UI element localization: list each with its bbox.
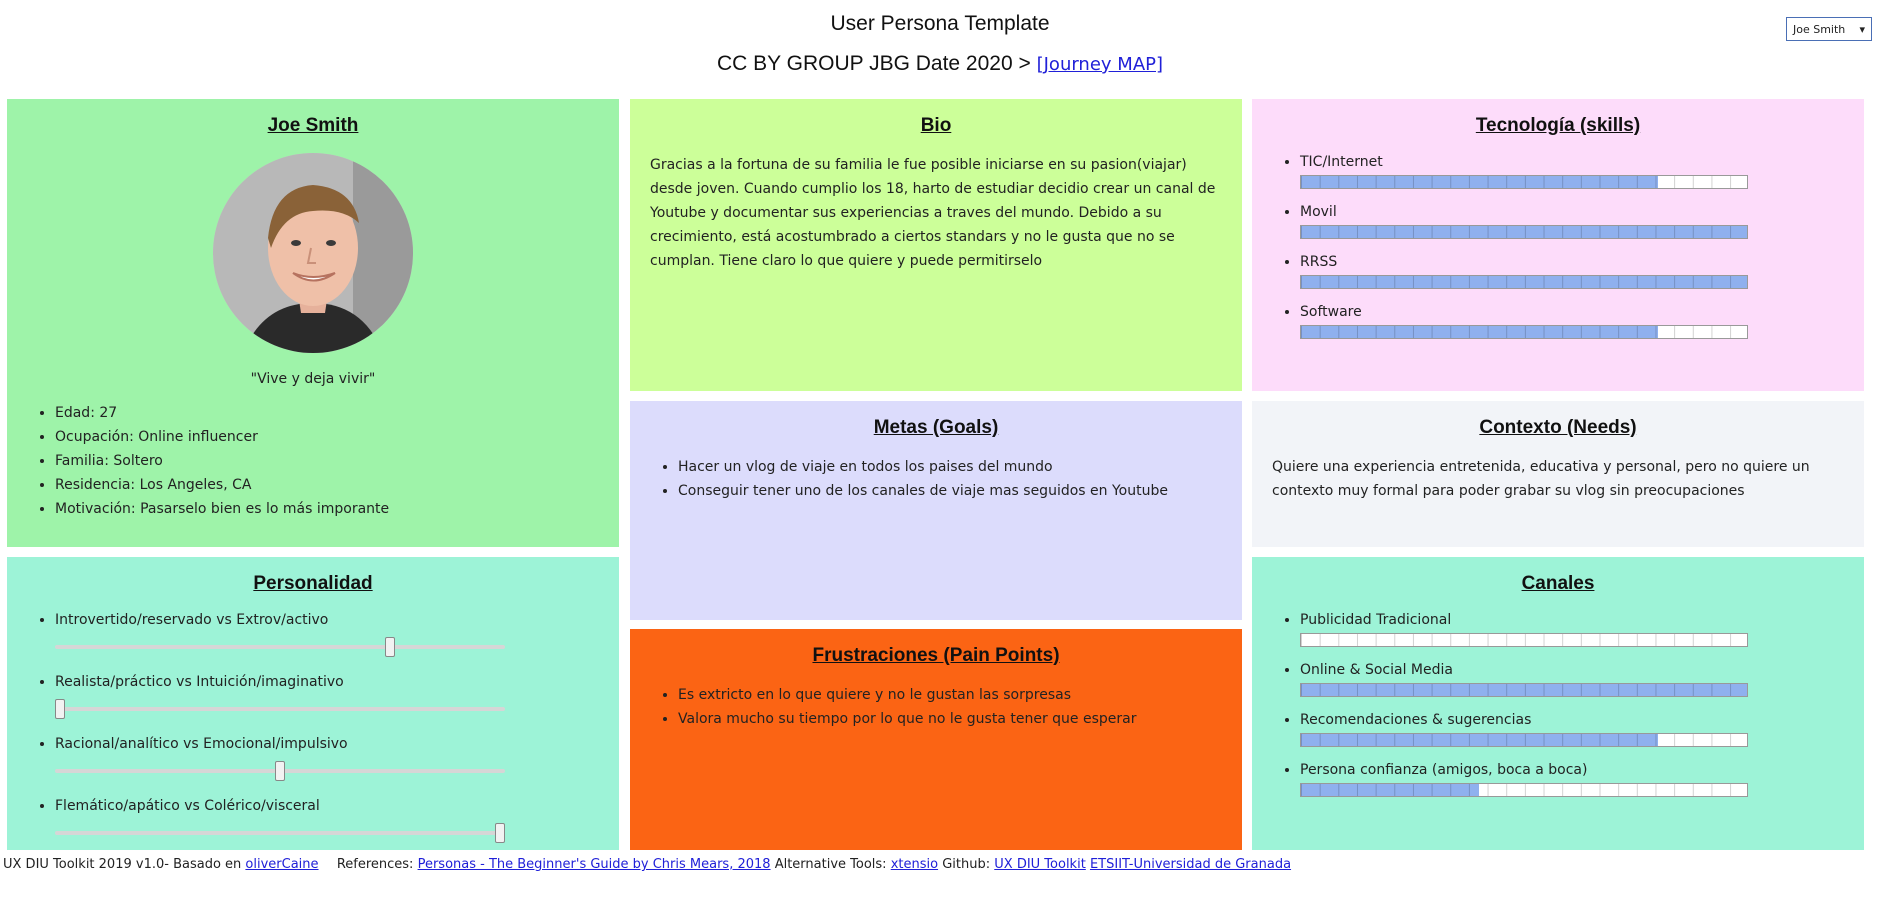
channel-item: Recomendaciones & sugerencias [1300, 711, 1844, 747]
trait-label: Realista/práctico vs Intuición/imaginati… [55, 674, 344, 690]
list-item: Edad: 27 [55, 401, 599, 425]
trait-slider[interactable] [55, 823, 505, 843]
frustrations-list: Es extricto en lo que quiere y no le gus… [650, 683, 1222, 731]
list-item: Motivación: Pasarselo bien es lo más imp… [55, 497, 599, 521]
channel-label: Online & Social Media [1300, 662, 1453, 678]
technology-title: Tecnología (skills) [1475, 115, 1641, 136]
context-text: Quiere una experiencia entretenida, educ… [1272, 459, 1810, 499]
list-item: Residencia: Los Angeles, CA [55, 473, 599, 497]
avatar [213, 153, 413, 353]
personality-list: Introvertido/reservado vs Extrov/activo … [27, 611, 599, 843]
olivercaine-link[interactable]: oliverCaine [245, 857, 319, 872]
footer-alt-tools-label: Alternative Tools: [774, 857, 887, 872]
list-item: Familia: Soltero [55, 449, 599, 473]
bio-title: Bio [920, 115, 952, 136]
channel-bar [1300, 633, 1748, 647]
slider-thumb[interactable] [495, 823, 505, 843]
bio-text: Gracias a la fortuna de su familia le fu… [650, 157, 1216, 269]
footer-references-label: References: [336, 857, 414, 872]
list-item: Conseguir tener uno de los canales de vi… [678, 479, 1222, 503]
channel-label: Recomendaciones & sugerencias [1300, 712, 1532, 728]
skill-item: Software [1300, 303, 1844, 339]
chevron-down-icon: ▾ [1859, 22, 1865, 36]
persona-select-value: Joe Smith [1793, 22, 1846, 36]
channel-label: Publicidad Tradicional [1300, 612, 1452, 628]
persona-panel: Joe Smith "Vive y deja vivir" Edad: 27 O… [7, 99, 619, 547]
persona-select[interactable]: Joe Smith ▾ [1786, 17, 1872, 41]
footer-github-label: Github: [942, 857, 991, 872]
trait-item: Realista/práctico vs Intuición/imaginati… [55, 673, 599, 719]
footer-toolkit: UX DIU Toolkit 2019 v1.0- Basado en [3, 857, 242, 872]
skill-label: Software [1300, 304, 1362, 320]
skill-bar [1300, 225, 1748, 239]
personality-title: Personalidad [253, 573, 373, 594]
trait-label: Racional/analítico vs Emocional/impulsiv… [55, 736, 348, 752]
goals-title: Metas (Goals) [873, 417, 999, 438]
trait-slider[interactable] [55, 761, 505, 781]
page-header: User Persona Template CC BY GROUP JBG Da… [0, 0, 1880, 95]
personality-panel: Personalidad Introvertido/reservado vs E… [7, 557, 619, 850]
page-footer: UX DIU Toolkit 2019 v1.0- Basado en oliv… [3, 857, 1291, 872]
technology-panel: Tecnología (skills) TIC/Internet Movil R… [1252, 99, 1864, 391]
channels-title: Canales [1521, 573, 1595, 594]
references-link[interactable]: Personas - The Beginner's Guide by Chris… [417, 857, 771, 872]
trait-item: Flemático/apático vs Colérico/visceral [55, 797, 599, 843]
persona-name: Joe Smith [267, 115, 359, 136]
journey-map-link[interactable]: [Journey MAP] [1036, 54, 1164, 75]
skill-item: RRSS [1300, 253, 1844, 289]
github-link[interactable]: UX DIU Toolkit [994, 857, 1086, 872]
etsiit-link[interactable]: ETSIIT-Universidad de Granada [1089, 857, 1292, 872]
subtitle-prefix: CC BY GROUP JBG Date 2020 > [716, 52, 1031, 75]
frustrations-title: Frustraciones (Pain Points) [812, 645, 1060, 666]
page-title: User Persona Template [830, 12, 1050, 35]
list-item: Hacer un vlog de viaje en todos los pais… [678, 455, 1222, 479]
list-item: Valora mucho su tiempo por lo que no le … [678, 707, 1222, 731]
skill-bar [1300, 175, 1748, 189]
persona-details: Edad: 27 Ocupación: Online influencer Fa… [27, 401, 599, 521]
list-item: Ocupación: Online influencer [55, 425, 599, 449]
goals-panel: Metas (Goals) Hacer un vlog de viaje en … [630, 401, 1242, 620]
bio-panel: Bio Gracias a la fortuna de su familia l… [630, 99, 1242, 391]
channel-item: Online & Social Media [1300, 661, 1844, 697]
channel-bar [1300, 733, 1748, 747]
skill-label: RRSS [1300, 254, 1338, 270]
skill-label: TIC/Internet [1300, 154, 1383, 170]
slider-thumb[interactable] [55, 699, 65, 719]
skill-bar [1300, 325, 1748, 339]
channel-label: Persona confianza (amigos, boca a boca) [1300, 762, 1588, 778]
trait-item: Racional/analítico vs Emocional/impulsiv… [55, 735, 599, 781]
trait-label: Flemático/apático vs Colérico/visceral [55, 798, 320, 814]
trait-slider[interactable] [55, 637, 505, 657]
slider-thumb[interactable] [385, 637, 395, 657]
channel-bar [1300, 783, 1748, 797]
trait-slider[interactable] [55, 699, 505, 719]
goals-list: Hacer un vlog de viaje en todos los pais… [650, 455, 1222, 503]
page-subtitle: CC BY GROUP JBG Date 2020 > [Journey MAP… [0, 52, 1880, 76]
persona-quote: "Vive y deja vivir" [250, 371, 376, 387]
channel-item: Persona confianza (amigos, boca a boca) [1300, 761, 1844, 797]
channels-list: Publicidad Tradicional Online & Social M… [1272, 611, 1844, 797]
skill-item: TIC/Internet [1300, 153, 1844, 189]
skill-list: TIC/Internet Movil RRSS Software [1272, 153, 1844, 339]
channel-item: Publicidad Tradicional [1300, 611, 1844, 647]
skill-bar [1300, 275, 1748, 289]
trait-label: Introvertido/reservado vs Extrov/activo [55, 612, 329, 628]
xtensio-link[interactable]: xtensio [890, 857, 939, 872]
skill-label: Movil [1300, 204, 1337, 220]
list-item: Es extricto en lo que quiere y no le gus… [678, 683, 1222, 707]
context-title: Contexto (Needs) [1479, 417, 1637, 438]
context-panel: Contexto (Needs) Quiere una experiencia … [1252, 401, 1864, 547]
skill-item: Movil [1300, 203, 1844, 239]
frustrations-panel: Frustraciones (Pain Points) Es extricto … [630, 629, 1242, 850]
slider-thumb[interactable] [275, 761, 285, 781]
channel-bar [1300, 683, 1748, 697]
trait-item: Introvertido/reservado vs Extrov/activo [55, 611, 599, 657]
channels-panel: Canales Publicidad Tradicional Online & … [1252, 557, 1864, 850]
